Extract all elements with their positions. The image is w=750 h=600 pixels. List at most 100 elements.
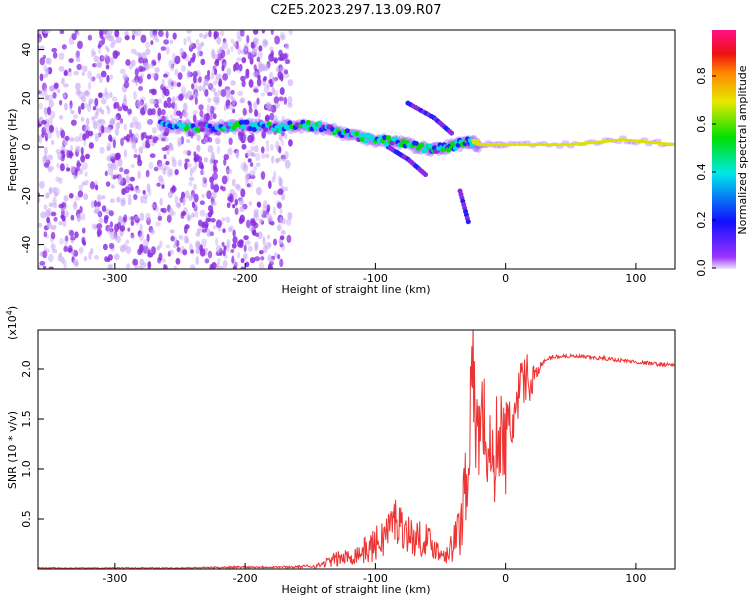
- noise-mark: [146, 217, 151, 226]
- noise-mark: [119, 118, 124, 124]
- noise-mark: [58, 221, 63, 226]
- noise-mark: [279, 177, 283, 187]
- noise-mark: [127, 194, 132, 199]
- noise-mark: [253, 88, 259, 93]
- noise-mark: [135, 79, 139, 86]
- noise-mark: [262, 80, 267, 86]
- noise-mark: [190, 249, 194, 254]
- noise-mark: [271, 155, 275, 164]
- noise-mark: [280, 72, 284, 82]
- noise-mark: [76, 31, 80, 37]
- noise-mark: [102, 30, 107, 34]
- noise-mark: [223, 154, 230, 160]
- top-ytick-label: 40: [20, 43, 33, 57]
- ridge-mark: [521, 143, 528, 147]
- noise-mark: [223, 104, 227, 112]
- noise-mark: [173, 265, 177, 269]
- colorbar-tick-label: 0.0: [695, 259, 708, 277]
- noise-mark: [213, 166, 218, 173]
- noise-mark: [199, 200, 205, 205]
- noise-mark: [75, 50, 80, 59]
- noise-mark: [116, 196, 122, 203]
- noise-mark: [178, 249, 183, 255]
- noise-mark: [69, 229, 75, 237]
- noise-mark: [67, 69, 73, 78]
- noise-mark: [106, 74, 110, 83]
- noise-mark: [94, 97, 99, 107]
- noise-mark: [288, 30, 293, 35]
- noise-mark: [248, 101, 252, 109]
- noise-mark: [183, 235, 189, 244]
- noise-mark: [270, 143, 274, 151]
- top-ytick-label: -40: [20, 236, 33, 254]
- noise-mark: [139, 101, 143, 108]
- noise-mark: [102, 243, 108, 251]
- noise-mark: [104, 214, 109, 221]
- noise-mark: [201, 169, 205, 176]
- noise-mark: [166, 102, 172, 109]
- noise-mark: [266, 204, 271, 213]
- noise-mark: [52, 91, 57, 99]
- ridge-mark: [413, 140, 419, 146]
- noise-mark: [79, 205, 83, 214]
- noise-mark: [149, 153, 156, 159]
- noise-mark: [84, 179, 89, 186]
- noise-mark: [188, 195, 193, 201]
- scale-base: (x10: [6, 315, 19, 340]
- noise-mark: [109, 92, 113, 99]
- noise-mark: [276, 225, 281, 231]
- top-axes: -300 -200 -100 0 100 40 20 0 -20 -40: [20, 43, 646, 285]
- noise-mark: [94, 184, 99, 191]
- noise-mark: [249, 257, 256, 264]
- noise-mark: [160, 46, 167, 51]
- noise-mark: [234, 207, 239, 215]
- noise-mark: [213, 94, 220, 103]
- noise-mark: [278, 96, 284, 102]
- noise-mark: [158, 252, 163, 261]
- ridge-mark: [553, 143, 560, 147]
- noise-mark: [165, 115, 169, 124]
- noise-mark: [176, 82, 182, 88]
- noise-mark: [186, 214, 192, 221]
- noise-mark: [267, 264, 274, 269]
- ridge-mark: [530, 143, 537, 147]
- noise-mark: [199, 209, 206, 217]
- noise-mark: [263, 200, 268, 209]
- noise-mark: [161, 258, 166, 263]
- noise-mark: [39, 45, 45, 52]
- noise-mark: [38, 196, 41, 204]
- noise-mark: [68, 152, 74, 157]
- ridge-mark: [238, 119, 244, 125]
- noise-mark: [163, 100, 168, 109]
- noise-mark: [243, 163, 249, 173]
- noise-mark: [87, 34, 93, 41]
- noise-mark: [173, 236, 178, 246]
- noise-mark: [94, 254, 100, 260]
- noise-mark: [130, 216, 135, 222]
- noise-mark: [201, 181, 208, 188]
- noise-mark: [53, 82, 59, 89]
- noise-mark: [236, 57, 242, 62]
- noise-mark: [159, 240, 163, 246]
- noise-mark: [47, 154, 53, 161]
- ridge-mark: [563, 143, 570, 147]
- noise-mark: [146, 183, 151, 193]
- noise-mark: [109, 152, 115, 160]
- noise-mark: [85, 153, 90, 160]
- noise-mark: [39, 89, 46, 97]
- noise-mark: [249, 162, 254, 167]
- noise-mark: [273, 251, 278, 258]
- noise-mark: [180, 86, 186, 95]
- noise-mark: [213, 68, 218, 76]
- noise-mark: [186, 35, 192, 43]
- noise-mark: [271, 76, 276, 83]
- noise-mark: [195, 247, 201, 255]
- noise-mark: [136, 30, 142, 37]
- noise-mark: [207, 250, 213, 259]
- noise-mark: [163, 88, 170, 97]
- ridge-mark: [354, 131, 360, 137]
- ridge-mark: [535, 143, 542, 147]
- ridge-mark: [344, 128, 350, 134]
- noise-mark: [219, 30, 225, 37]
- noise-mark: [188, 176, 195, 182]
